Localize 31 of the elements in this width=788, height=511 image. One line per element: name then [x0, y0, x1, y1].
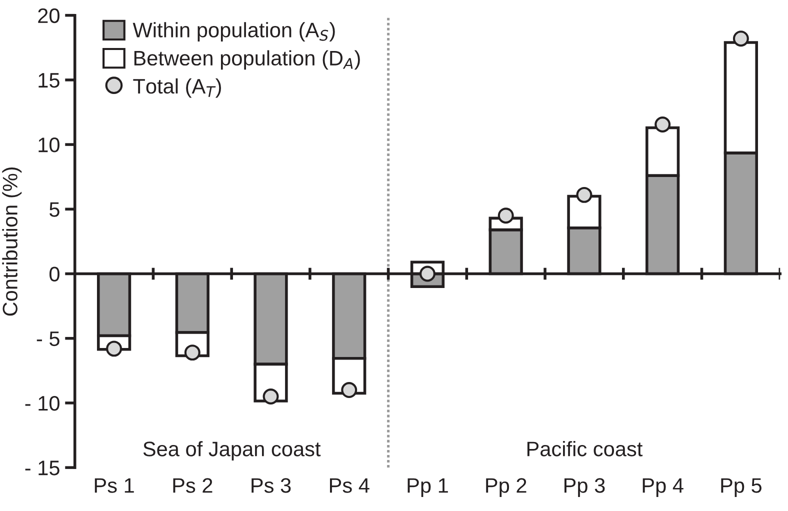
annotation: Pacific coast: [527, 441, 643, 456]
x-tick-label: Ps 3: [252, 478, 291, 493]
point: [262, 388, 279, 404]
point: [184, 344, 200, 361]
x-tick-label: Ps 4: [330, 478, 370, 493]
y-tick-label: - 15: [25, 460, 60, 476]
y-axis-title: Contribution (%): [2, 167, 22, 316]
legend-label: Within population (A$_{S}$): [132, 22, 335, 42]
x-tick-label: Ps 1: [94, 478, 134, 493]
y-tick-label: 10: [38, 138, 60, 152]
point: [341, 382, 358, 398]
x-tick-label: Ps 2: [173, 478, 212, 493]
point: [732, 30, 749, 47]
y-tick-label: - 5: [36, 332, 60, 346]
y-tick-label: 15: [38, 73, 60, 88]
x-tick-label: Pp 1: [408, 478, 448, 497]
legend-label: Total (A$_{T}$): [133, 78, 221, 98]
x-tick-label: Pp 5: [721, 478, 762, 497]
y-tick-label: 0: [50, 266, 60, 282]
point: [420, 266, 436, 282]
x-tick-label: Pp 3: [564, 478, 605, 497]
point: [654, 116, 671, 132]
y-tick-label: 5: [50, 202, 60, 217]
legend-label: Between population (D$_{A}$): [134, 50, 360, 70]
y-tick-label: - 10: [25, 396, 60, 411]
annotation: Sea of Japan coast: [143, 441, 321, 460]
point: [576, 186, 592, 203]
point: [498, 208, 514, 224]
y-tick-label: 20: [38, 8, 60, 24]
x-tick-label: Pp 2: [486, 478, 526, 497]
x-tick-label: Pp 4: [642, 478, 684, 497]
